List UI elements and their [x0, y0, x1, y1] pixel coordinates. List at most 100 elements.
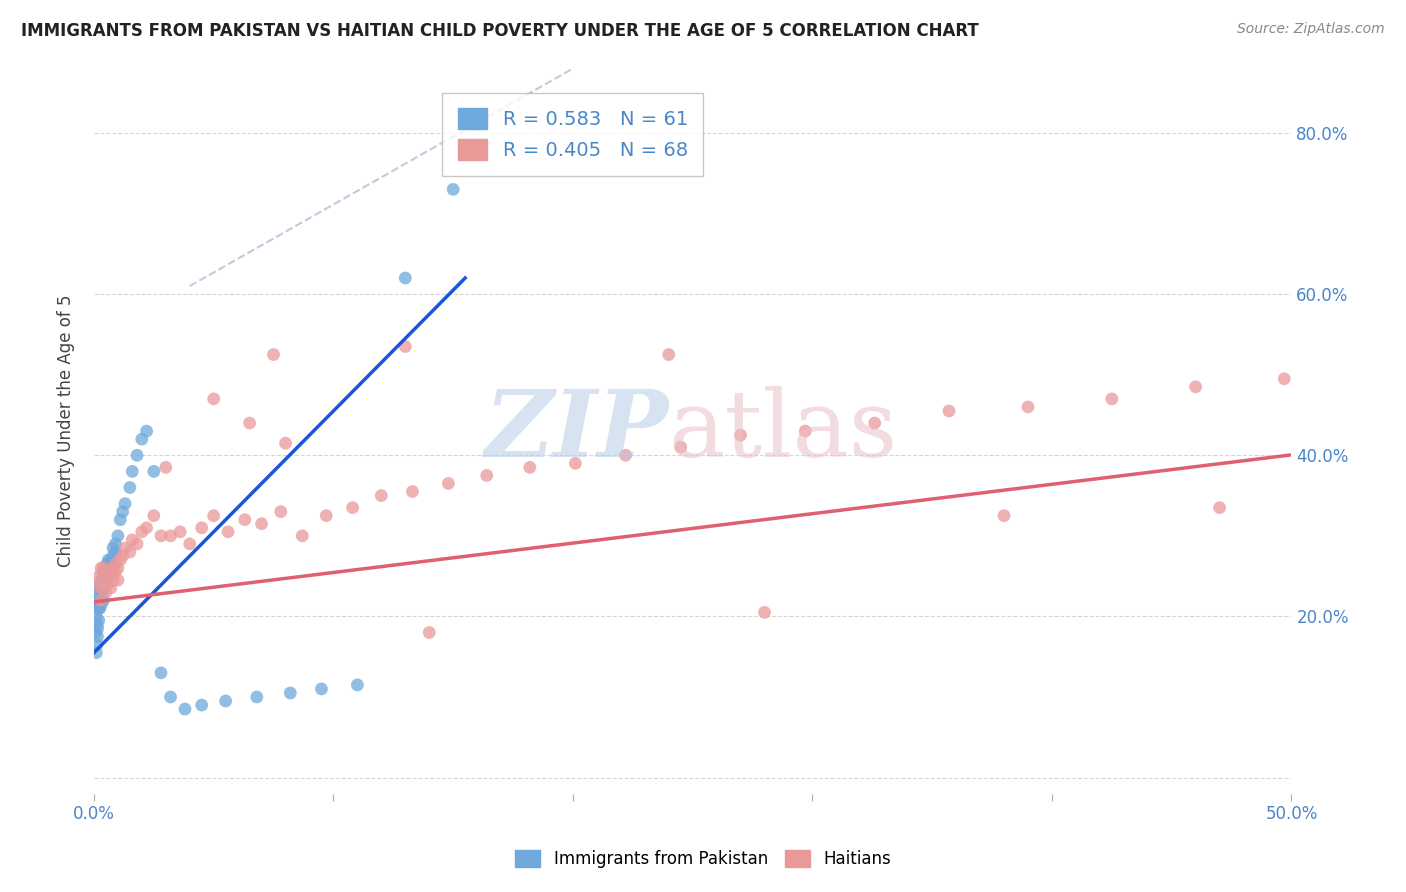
Point — [90, 593, 112, 607]
Point — [121, 533, 143, 547]
Point — [418, 625, 440, 640]
Point — [107, 529, 129, 543]
Point — [87, 569, 110, 583]
Point — [107, 561, 129, 575]
Point — [342, 500, 364, 515]
Point — [93, 593, 115, 607]
Point — [174, 702, 197, 716]
Point — [401, 484, 423, 499]
Point — [89, 577, 111, 591]
Point — [993, 508, 1015, 523]
Point — [564, 456, 586, 470]
Point — [86, 593, 108, 607]
Point — [101, 549, 124, 563]
Point — [246, 690, 269, 704]
Point — [150, 665, 173, 680]
Point — [239, 416, 262, 430]
Point — [96, 557, 118, 571]
Point — [669, 440, 692, 454]
Point — [135, 521, 157, 535]
Point — [437, 476, 460, 491]
Point — [87, 589, 110, 603]
Point — [93, 561, 115, 575]
Point — [94, 565, 117, 579]
Point — [394, 271, 416, 285]
Point — [90, 561, 112, 575]
Legend: R = 0.583   N = 61, R = 0.405   N = 68: R = 0.583 N = 61, R = 0.405 N = 68 — [443, 93, 703, 176]
Point — [93, 565, 115, 579]
Point — [114, 541, 136, 555]
Point — [142, 508, 165, 523]
Point — [475, 468, 498, 483]
Point — [394, 339, 416, 353]
Point — [250, 516, 273, 531]
Point — [190, 698, 212, 712]
Point — [104, 545, 127, 559]
Point — [89, 601, 111, 615]
Point — [94, 565, 117, 579]
Point — [270, 505, 292, 519]
Text: IMMIGRANTS FROM PAKISTAN VS HAITIAN CHILD POVERTY UNDER THE AGE OF 5 CORRELATION: IMMIGRANTS FROM PAKISTAN VS HAITIAN CHIL… — [21, 22, 979, 40]
Point — [190, 521, 212, 535]
Point — [86, 630, 108, 644]
Point — [100, 581, 122, 595]
Point — [202, 508, 225, 523]
Point — [730, 428, 752, 442]
Point — [278, 686, 301, 700]
Point — [125, 537, 148, 551]
Point — [614, 448, 637, 462]
Point — [863, 416, 886, 430]
Point — [86, 601, 108, 615]
Point — [441, 182, 464, 196]
Point — [93, 573, 115, 587]
Point — [114, 497, 136, 511]
Point — [291, 529, 314, 543]
Text: ZIP: ZIP — [485, 386, 669, 476]
Point — [202, 392, 225, 406]
Point — [1017, 400, 1039, 414]
Point — [107, 573, 129, 587]
Point — [90, 593, 112, 607]
Point — [125, 448, 148, 462]
Point — [155, 460, 177, 475]
Point — [658, 347, 681, 361]
Point — [84, 625, 107, 640]
Point — [1208, 500, 1230, 515]
Point — [370, 489, 392, 503]
Point — [110, 553, 132, 567]
Point — [263, 347, 285, 361]
Point — [86, 646, 108, 660]
Point — [86, 638, 108, 652]
Point — [90, 581, 112, 595]
Point — [131, 524, 153, 539]
Point — [94, 585, 117, 599]
Point — [101, 561, 124, 575]
Point — [97, 553, 120, 567]
Point — [101, 541, 124, 555]
Point — [90, 581, 112, 595]
Point — [94, 573, 117, 587]
Y-axis label: Child Poverty Under the Age of 5: Child Poverty Under the Age of 5 — [58, 295, 75, 567]
Point — [794, 424, 817, 438]
Legend: Immigrants from Pakistan, Haitians: Immigrants from Pakistan, Haitians — [509, 843, 897, 875]
Point — [89, 593, 111, 607]
Point — [142, 464, 165, 478]
Point — [100, 553, 122, 567]
Point — [87, 585, 110, 599]
Point — [87, 614, 110, 628]
Text: Source: ZipAtlas.com: Source: ZipAtlas.com — [1237, 22, 1385, 37]
Point — [104, 565, 127, 579]
Point — [938, 404, 960, 418]
Point — [311, 681, 333, 696]
Point — [90, 573, 112, 587]
Point — [90, 597, 112, 611]
Point — [121, 464, 143, 478]
Point — [135, 424, 157, 438]
Point — [90, 585, 112, 599]
Point — [87, 597, 110, 611]
Point — [179, 537, 201, 551]
Point — [93, 577, 115, 591]
Point — [101, 573, 124, 587]
Point — [87, 577, 110, 591]
Point — [315, 508, 337, 523]
